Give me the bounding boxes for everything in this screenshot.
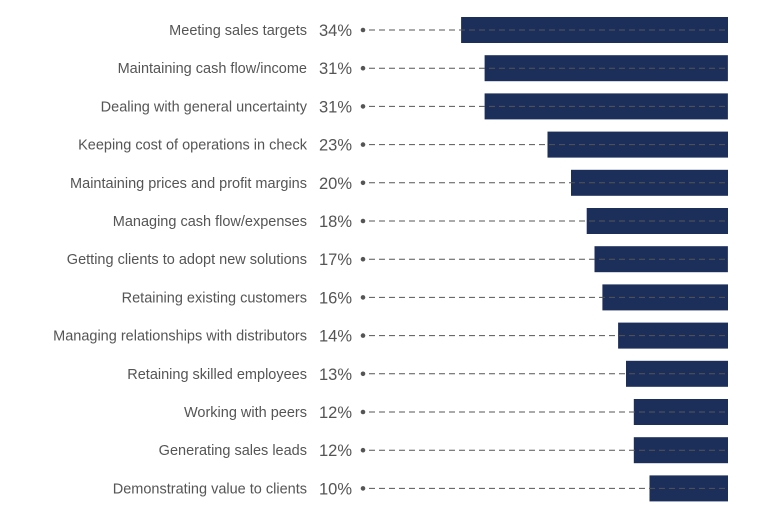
category-label: Generating sales leads bbox=[159, 443, 307, 459]
value-label: 13% bbox=[319, 366, 352, 384]
category-label: Retaining existing customers bbox=[122, 290, 307, 306]
value-label: 31% bbox=[319, 60, 352, 78]
value-label: 18% bbox=[319, 213, 352, 231]
leader-dot bbox=[360, 104, 366, 109]
bar bbox=[547, 131, 728, 158]
leader-dot bbox=[360, 295, 366, 300]
leader-dot bbox=[360, 142, 366, 147]
bar bbox=[484, 93, 728, 120]
value-label: 34% bbox=[319, 22, 352, 40]
value-label: 20% bbox=[319, 175, 352, 193]
leader-dot bbox=[360, 218, 366, 224]
leader-dot bbox=[360, 180, 366, 186]
category-label: Working with peers bbox=[184, 405, 307, 421]
value-label: 12% bbox=[319, 442, 352, 460]
value-label: 17% bbox=[319, 251, 352, 269]
chart-rows: Meeting sales targets 34% Maintaining cash… bbox=[53, 17, 728, 502]
leader-dot bbox=[360, 371, 366, 377]
bar bbox=[586, 208, 728, 234]
category-label: Retaining skilled employees bbox=[127, 367, 307, 383]
value-label: 12% bbox=[319, 404, 352, 422]
category-label: Meeting sales targets bbox=[169, 23, 307, 39]
leader-dot bbox=[360, 447, 366, 453]
category-label: Managing cash flow/expenses bbox=[113, 214, 307, 230]
leader-dot bbox=[360, 256, 366, 262]
category-label: Maintaining cash flow/income bbox=[118, 61, 307, 77]
leader-dot bbox=[360, 27, 366, 33]
leader-dot bbox=[360, 486, 366, 491]
value-label: 14% bbox=[319, 328, 352, 346]
leader-dot bbox=[360, 65, 366, 71]
leader-dot bbox=[360, 333, 366, 338]
value-label: 23% bbox=[319, 137, 352, 155]
category-label: Demonstrating value to clients bbox=[113, 481, 307, 497]
value-label: 16% bbox=[319, 289, 352, 307]
leader-dot bbox=[360, 409, 366, 415]
value-label: 10% bbox=[319, 480, 352, 498]
bar bbox=[484, 55, 728, 82]
category-label: Getting clients to adopt new solutions bbox=[67, 252, 307, 268]
category-label: Keeping cost of operations in check bbox=[78, 138, 308, 154]
category-label: Dealing with general uncertainty bbox=[101, 99, 308, 115]
category-label: Maintaining prices and profit margins bbox=[70, 176, 307, 192]
value-label: 31% bbox=[319, 98, 352, 116]
category-label: Managing relationships with distributors bbox=[53, 329, 307, 345]
